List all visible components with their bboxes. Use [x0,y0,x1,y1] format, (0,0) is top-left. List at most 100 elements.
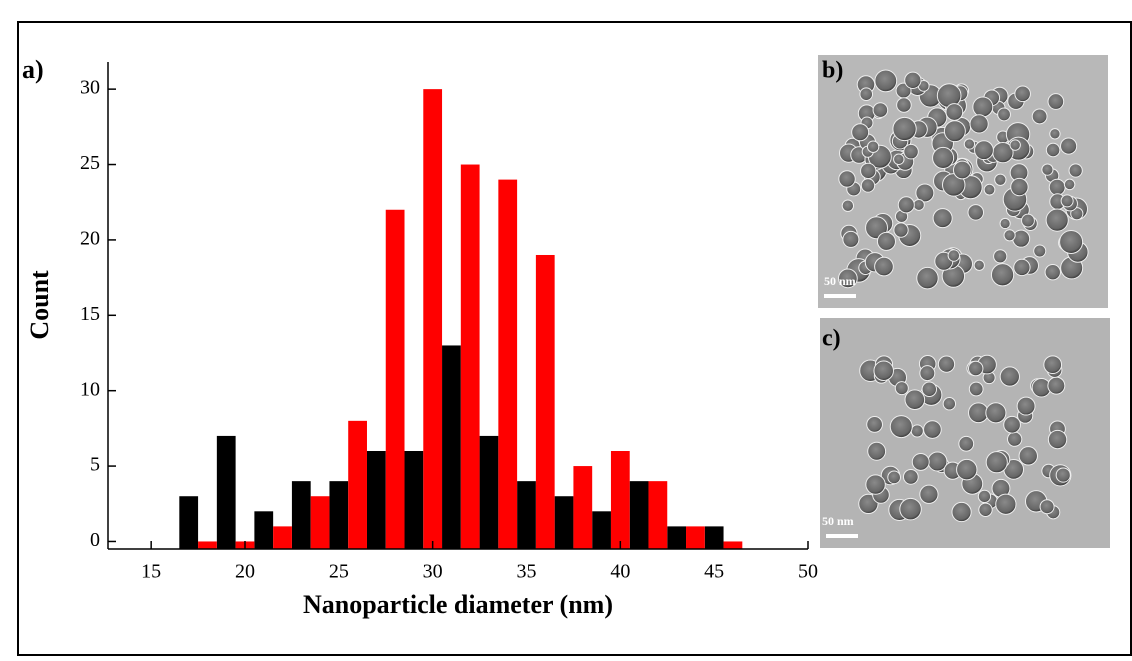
particle [919,484,939,504]
bar [366,450,386,549]
particle [838,268,858,289]
particle [874,69,898,93]
y-tick-label: 10 [80,378,100,400]
particle [841,199,855,212]
particle [1044,263,1061,281]
particle [1043,355,1063,375]
particle [860,162,877,180]
particle [1048,178,1066,196]
particle [932,146,955,169]
scale-bar-label: 50 nm [824,274,856,288]
particle [943,120,966,143]
bar [704,526,724,549]
particle [865,474,886,495]
particle [1047,429,1068,450]
bar [535,254,555,549]
particle [1041,163,1054,176]
particle [1049,128,1061,140]
particle [1059,229,1084,254]
particle [985,451,1008,474]
x-tick-label: 40 [610,561,630,583]
particle [921,381,938,398]
particle [977,489,992,504]
particle [1055,467,1071,483]
particle [1010,177,1029,197]
x-tick-label: 25 [329,561,349,583]
x-tick-label: 50 [798,561,818,583]
particle [1016,396,1036,416]
panel-label: a) [22,55,44,84]
particle [892,116,917,142]
bar [573,466,593,549]
particle [894,381,909,396]
bar [667,526,687,549]
particle [978,502,993,517]
particle [995,493,1017,515]
particle [1068,163,1083,178]
bar [479,435,499,549]
particle [1003,229,1016,242]
x-tick-label: 15 [141,561,161,583]
bar [273,526,292,549]
particle [969,114,989,134]
bar [254,511,274,549]
y-tick-label: 25 [80,152,100,174]
x-axis-label: Nanoparticle diameter (nm) [303,590,613,619]
particle [910,424,924,438]
particle [1013,258,1031,277]
particle [1063,178,1076,191]
particle [872,102,889,118]
particle [968,402,989,424]
bar [179,496,199,549]
particle [951,501,972,523]
particle [919,365,936,382]
scale-bar-label: 50 nm [822,514,854,528]
particle [1021,213,1035,228]
particle [1033,244,1047,258]
particle [1047,93,1065,110]
particle [952,160,972,180]
bar [723,541,743,549]
particle [851,123,870,142]
bar [329,481,349,549]
particle [1039,499,1055,515]
bar [216,435,236,549]
y-tick-label: 15 [80,303,100,325]
bar [385,209,405,549]
bar [442,345,461,549]
particle [1060,137,1078,155]
particle [1014,85,1031,103]
particle [912,198,925,211]
particle [911,452,930,471]
particle [904,389,926,410]
particle [983,183,996,196]
bar [554,496,574,549]
x-tick-label: 45 [704,561,724,583]
panel-label: b) [822,58,843,84]
y-tick-label: 0 [90,529,100,551]
particle [1007,431,1023,447]
tem-image-c [820,318,1110,548]
bar [517,481,536,549]
x-tick-label: 30 [423,561,443,583]
particle [893,153,905,165]
bar [348,420,367,549]
particle [867,441,887,461]
particle [873,360,894,381]
bar [498,179,518,550]
x-tick-label: 20 [235,561,255,583]
particle [876,231,896,251]
particle [903,143,919,160]
bar [310,496,330,549]
particle [967,360,984,377]
particle [1009,139,1021,151]
particle [923,420,942,439]
particle [860,178,876,193]
particle [874,256,894,277]
bar [404,450,424,549]
particle [972,96,994,118]
particle [1003,415,1021,434]
bar [460,164,480,550]
particle [1047,376,1066,395]
